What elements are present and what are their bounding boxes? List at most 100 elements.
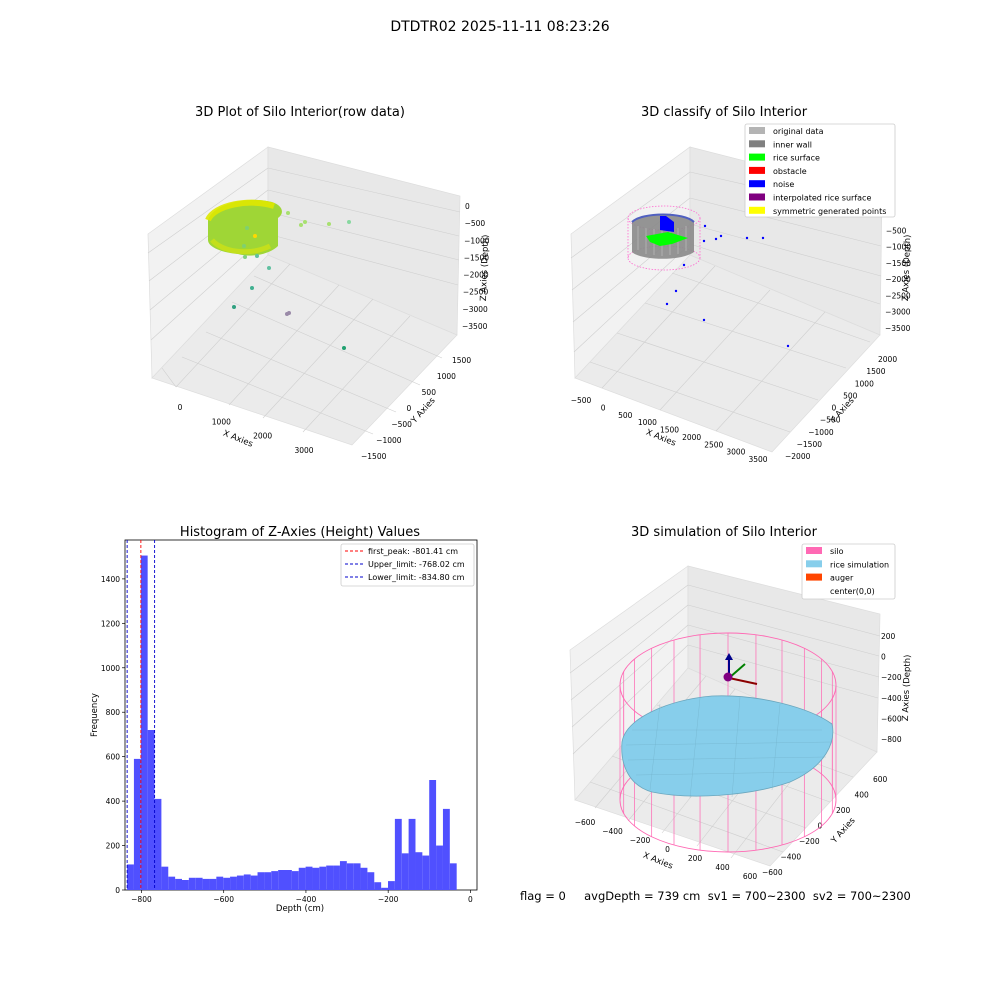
x-tick-label: −600 [213,895,234,904]
classified-rice-surface [646,232,688,246]
histogram-plot-area [124,539,478,891]
histogram-bars [127,555,457,890]
y-tick-label: 1500 [866,367,885,376]
raw-scattered-points [232,211,351,350]
z-tick-label: −500 [465,219,486,228]
z-tick-label: 0 [881,653,886,662]
noise-point [674,289,678,293]
x-tick-label: 1500 [660,426,679,435]
histogram-bar [133,758,141,890]
histogram-bar [305,866,313,890]
histogram-bar [195,877,203,890]
z-tick-label: −1500 [464,253,490,262]
histogram-bar [175,878,182,890]
histogram-axes: −800 −600 −400 −200 0 0 200 400 600 800 1000 1200 14… [101,575,473,904]
x-tick-label: −200 [378,895,399,904]
raw-point [242,244,246,248]
y-tick-label: 1000 [101,664,120,673]
histogram-bar [264,872,272,890]
histogram-bar [415,852,423,890]
z-tick-label: −1000 [464,236,490,245]
x-tick-label: 1000 [638,418,657,427]
y-tick-label: −400 [781,853,802,862]
z-tick-label: −1000 [886,243,912,252]
histogram-bar [271,871,279,890]
noise-point [703,224,707,228]
classify-legend-label: obstacle [773,167,807,176]
y-tick-label: 1200 [101,619,120,628]
histogram-bar [312,867,320,890]
histogram-bar [188,877,196,890]
histogram-bar [326,865,334,890]
z-tick-label: 200 [881,632,896,641]
y-tick-label: 1400 [101,575,120,584]
center-point [723,672,733,682]
simulation-legend-swatch [806,573,822,581]
histogram-bar [154,798,162,890]
histogram-bar [223,877,231,890]
classify-legend-label: inner wall [773,140,812,149]
auger-center-marker [723,653,758,685]
classify-legend-swatch [749,127,765,134]
x-tick-label: 500 [618,411,633,420]
classify-legend-label: original data [773,127,824,136]
histogram-bar [291,871,299,890]
histogram-bar [360,867,368,890]
histogram-title: Histogram of Z-Axies (Height) Values [180,525,420,540]
figure-title: DTDTR02 2025-11-11 08:23:26 [390,19,609,35]
rice-simulation-surface [621,695,834,797]
panel-raw-points [205,199,351,350]
noise-point [702,318,706,322]
x-tick-label: 600 [743,872,758,881]
raw-point [267,266,271,270]
histogram-bar [422,855,430,890]
z-tick-label: −2000 [885,275,911,284]
panel-raw-xlabel: X Axies [221,429,254,450]
histogram-bar [401,853,409,890]
noise-point [702,239,706,243]
y-tick-label: 400 [855,791,870,800]
histogram-bar [161,866,169,890]
panel-simulation-3d: 3D simulation of Silo Interior −600 −400 −… [569,525,913,881]
x-tick-label: 2500 [704,440,723,449]
raw-point [232,305,236,309]
simulation-legend-swatch [806,560,822,568]
histogram-bar [339,861,347,890]
panel-simulation-legend: silo rice simulation auger center(0,0) [801,543,896,600]
panel-simulation-title: 3D simulation of Silo Interior [631,525,818,540]
simulation-legend-swatch [806,547,822,554]
histogram-bar [429,780,437,890]
panel-raw-zlabel: Z Axies (Depth) [479,234,491,301]
classify-legend-swatch [749,180,765,188]
raw-point-cloud-base [210,238,272,255]
raw-point [347,220,351,224]
x-tick-label: 0 [178,403,183,412]
panel-raw-panes [147,146,461,446]
z-tick-label: −2500 [463,288,489,297]
y-tick-label: −500 [391,420,412,429]
histogram-bar [257,872,265,890]
y-tick-label: 1000 [437,372,456,381]
panel-raw-title: 3D Plot of Silo Interior(row data) [195,105,405,120]
histogram-bar [298,867,306,890]
classified-noise-points [665,224,790,348]
classify-legend-label: rice surface [773,154,820,163]
y-tick-label: −1500 [361,452,387,461]
raw-point-cloud-rim [205,199,275,222]
simulation-legend-label: rice simulation [830,560,889,569]
noise-point [714,237,718,241]
status-line: flag = 0 avgDepth = 739 cm sv1 = 700~230… [520,889,911,903]
histogram-bar [216,876,224,890]
y-tick-label: −600 [762,868,783,877]
simulation-legend-label: auger [830,574,854,583]
panel-classify-title: 3D classify of Silo Interior [641,105,808,120]
y-tick-label: 600 [106,753,121,762]
classify-legend-swatch [749,166,765,174]
simulation-legend-label: center(0,0) [830,587,875,596]
x-tick-label: 2000 [253,432,272,441]
y-tick-label: −1000 [376,436,402,445]
histogram-bar [388,881,395,890]
noise-point [786,344,790,348]
x-tick-label: −400 [602,827,623,836]
